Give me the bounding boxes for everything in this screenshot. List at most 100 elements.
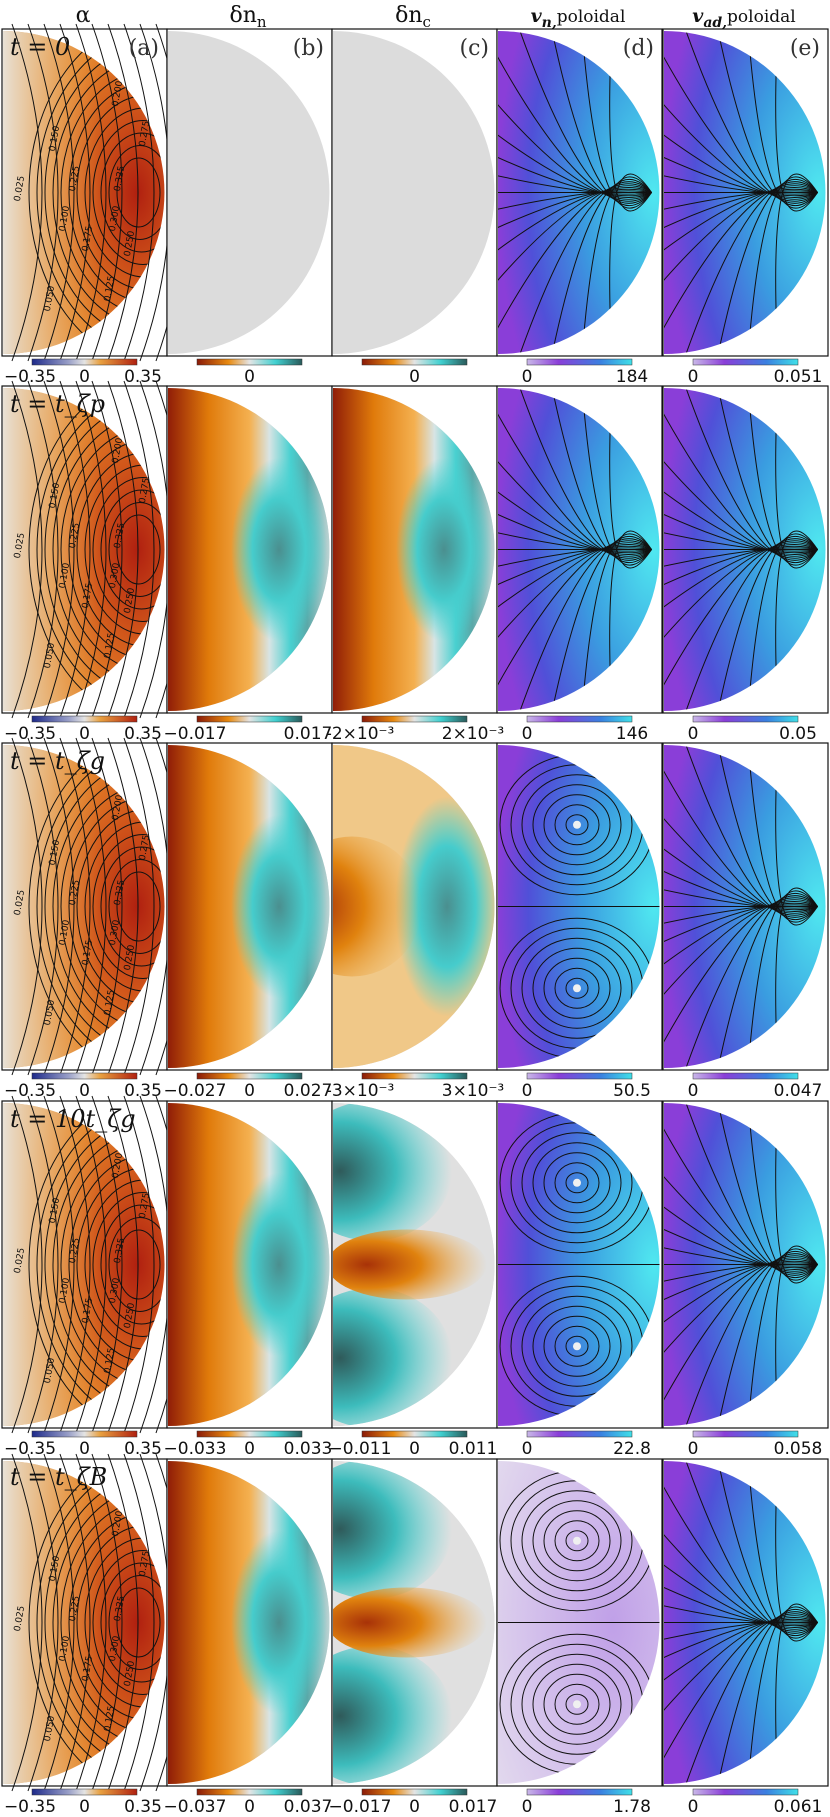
alpha-contour: [92, 1192, 165, 1337]
teal-lobe-top: [333, 1461, 452, 1599]
streamline: [775, 745, 818, 926]
streamline: [498, 547, 652, 592]
contour-label: 0.050: [43, 1715, 57, 1742]
field-line: [107, 23, 139, 362]
colorbar-tick-label: 2×10⁻³: [442, 724, 504, 744]
colorbar: [361, 715, 468, 723]
contour-label: 0.200: [111, 794, 125, 821]
vortex-streamline: [565, 1693, 589, 1715]
field-line: [59, 380, 91, 719]
panel: −0.35 0 0.35: [1, 737, 187, 1101]
colorbar: [692, 358, 799, 366]
streamline: [664, 1222, 818, 1267]
streamline: [609, 173, 652, 354]
streamline: [742, 31, 818, 209]
streamline: [664, 72, 818, 198]
colorbar-tick-label: −0.037: [164, 1797, 227, 1817]
contour-label: 0.125: [103, 1347, 117, 1374]
colorbar-tick-label: −0.35: [4, 1081, 56, 1101]
alpha-contour: [28, 388, 165, 711]
column-title-vad: vad,poloidal: [692, 5, 795, 31]
streamline: [498, 72, 652, 198]
streamline: [742, 388, 818, 566]
streamline: [664, 1108, 818, 1272]
streamline: [667, 181, 818, 354]
streamline: [775, 1603, 818, 1784]
teal-lobe-top: [333, 1103, 452, 1241]
vortex-streamline: [565, 814, 589, 836]
contour-label: 0.125: [103, 1705, 117, 1732]
contour-label: 0.275: [138, 1192, 152, 1219]
streamline: [667, 745, 818, 918]
colorbar-tick-label: 0: [688, 1439, 699, 1459]
streamline: [667, 388, 818, 561]
streamline: [775, 173, 818, 354]
field-line: [27, 737, 59, 1076]
vortex-streamline: [532, 1500, 622, 1582]
field-line: [59, 1453, 91, 1792]
panel-letter: (c): [460, 36, 490, 61]
streamline: [498, 183, 652, 354]
streamline: [498, 36, 652, 200]
vortex-streamline: [554, 1325, 600, 1367]
colorbar: [31, 1072, 138, 1080]
alpha-contour: [108, 1217, 165, 1312]
streamline: [498, 544, 652, 670]
panel: 0 0.05: [662, 385, 829, 744]
field-line: [91, 380, 123, 719]
field-line: [75, 1095, 107, 1434]
field-line: [43, 737, 75, 1076]
streamline: [664, 1257, 818, 1421]
vortex-core: [573, 1536, 581, 1545]
contour-label: 0.100: [58, 1635, 72, 1662]
orange-wedge: [333, 1587, 487, 1658]
contour-label: 0.225: [68, 1595, 82, 1622]
colorbar-tick-label: −0.35: [4, 1797, 56, 1817]
colorbar-tick-label: 0: [409, 367, 420, 387]
panel: −0.35 0 0.35: [1, 1453, 187, 1817]
streamline: [498, 545, 652, 632]
column-title-vn: vn,poloidal: [531, 5, 626, 31]
panel: 0 146: [496, 385, 663, 744]
alpha-contour: [92, 120, 165, 265]
panel: 0 50.5: [496, 742, 663, 1101]
alpha-contour: [92, 477, 165, 622]
colorbar-tick-label: 0.05: [779, 724, 817, 744]
contour-label: 0.125: [103, 275, 117, 302]
alpha-contour: [100, 1562, 165, 1683]
contour-label: 0.150: [48, 1197, 62, 1224]
colorbar-tick-label: 0.35: [124, 1439, 162, 1459]
field-line: [27, 23, 59, 362]
colorbar-tick-label: 0.051: [774, 367, 823, 387]
contour-label: 0.150: [48, 125, 62, 152]
streamline: [664, 1613, 818, 1784]
contour-label: 0.275: [138, 1550, 152, 1577]
colorbar-tick-label: 1.78: [613, 1797, 651, 1817]
column-titles: α δnn δnc vn,poloidal vad,poloidal: [76, 3, 796, 31]
contour-label: 0.225: [68, 522, 82, 549]
colorbar-tick-label: 0: [522, 1439, 533, 1459]
contour-label: 0.250: [123, 1660, 137, 1687]
vortex-core: [573, 1342, 581, 1351]
panel: −0.037 0 0.037: [164, 1458, 333, 1817]
alpha-contour: [28, 745, 165, 1068]
streamline: [498, 542, 652, 706]
alpha-contour: [108, 145, 165, 240]
field-line: [59, 737, 91, 1076]
field-line: [43, 380, 75, 719]
vortex-streamline: [521, 1132, 633, 1234]
vortex-core: [573, 984, 581, 993]
streamline: [742, 1461, 818, 1639]
streamline: [664, 545, 818, 632]
row-time-label: t = t_ζB: [10, 1463, 107, 1491]
cyan-ring: [395, 796, 495, 1017]
field-line: [43, 1095, 75, 1434]
field-line: [27, 1453, 59, 1792]
streamline: [664, 31, 818, 202]
field-line: [91, 23, 123, 362]
column-title-dnn: δnn: [229, 3, 266, 31]
colorbar-tick-label: 0.017: [449, 1797, 498, 1817]
colorbar: [526, 1788, 633, 1796]
alpha-contour: [100, 132, 165, 253]
